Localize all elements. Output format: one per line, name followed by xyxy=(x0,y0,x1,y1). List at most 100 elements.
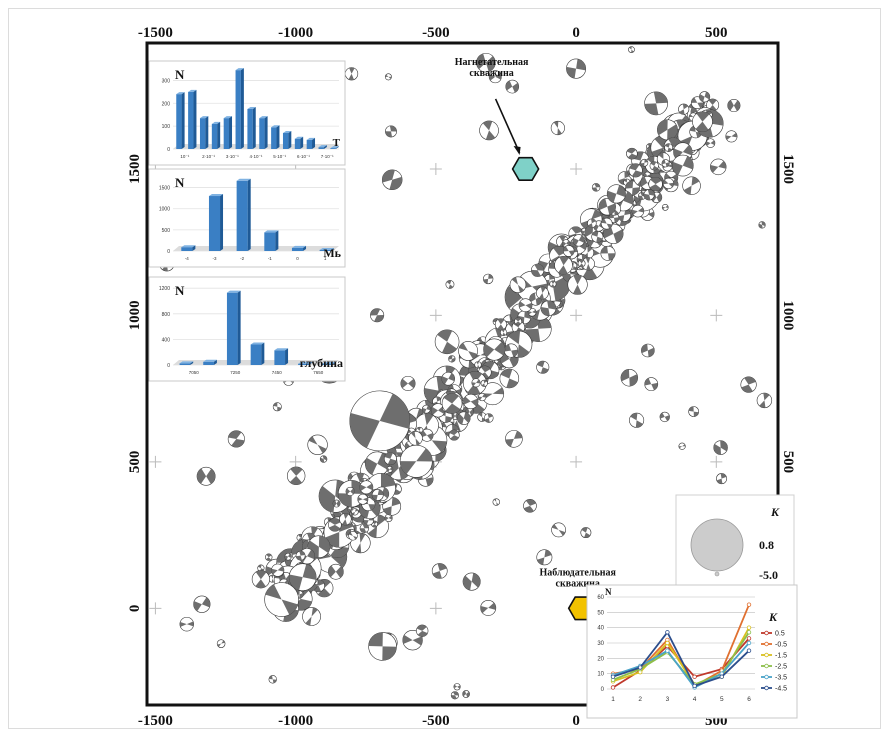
beachball-quadrant xyxy=(470,402,485,414)
event-beachball xyxy=(359,480,374,495)
histogram-bar-top xyxy=(259,116,268,119)
beachball-quadrant xyxy=(408,378,416,389)
event-beachball xyxy=(328,563,344,580)
event-beachball xyxy=(536,360,550,374)
histogram-bar xyxy=(291,247,304,251)
beachball-quadrant xyxy=(327,517,332,522)
beachball-quadrant xyxy=(448,373,455,382)
beachball-quadrant xyxy=(424,413,434,426)
beachball-quadrant xyxy=(559,235,566,242)
event-beachball xyxy=(445,280,455,289)
event-beachball xyxy=(421,404,431,414)
line-point xyxy=(746,602,752,607)
beachball-quadrant xyxy=(271,575,274,579)
beachball-quadrant xyxy=(277,406,282,411)
event-beachball xyxy=(705,138,716,148)
beachball-quadrant xyxy=(382,169,395,183)
event-beachball xyxy=(368,632,397,661)
beachball-quadrant xyxy=(537,557,545,565)
beachball-quadrant xyxy=(689,114,694,118)
beachball-quadrant xyxy=(422,407,427,413)
histogram-bar xyxy=(236,180,248,251)
beachball-quadrant xyxy=(483,343,495,358)
line-point xyxy=(665,640,670,646)
event-beachball xyxy=(572,234,585,247)
beachball-quadrant xyxy=(552,274,571,301)
event-beachball xyxy=(465,407,474,417)
beachball-quadrant xyxy=(288,553,292,559)
event-beachball xyxy=(577,259,586,268)
histogram-bar xyxy=(271,127,277,149)
beachball-quadrant xyxy=(744,376,756,385)
injection-well-arrow xyxy=(494,98,521,154)
beachball-quadrant xyxy=(505,80,513,91)
line-chart-y-tick-label: 30 xyxy=(597,641,604,647)
histogram-bar xyxy=(282,133,289,149)
beachball-quadrant xyxy=(197,468,207,484)
histogram-x-label: глубина xyxy=(300,356,343,370)
event-beachball xyxy=(402,629,423,651)
beachball-quadrant xyxy=(640,176,648,187)
event-beachball xyxy=(536,286,549,300)
event-beachball xyxy=(591,183,601,192)
histogram-bar-top xyxy=(298,361,312,364)
x-tick-label-top: -1500 xyxy=(138,25,173,41)
beachball-quadrant xyxy=(463,396,471,405)
beachball-quadrant xyxy=(598,198,608,210)
beachball-quadrant xyxy=(584,532,591,538)
event-beachball xyxy=(268,675,277,684)
event-beachball xyxy=(629,412,645,428)
beachball-quadrant xyxy=(600,246,608,254)
beachball-quadrant xyxy=(368,504,376,511)
beachball-quadrant xyxy=(637,207,644,213)
beachball-quadrant xyxy=(299,592,304,599)
beachball-quadrant xyxy=(481,383,485,387)
beachball-quadrant xyxy=(667,147,673,152)
x-tick-label-top: -1000 xyxy=(278,25,313,41)
event-beachball xyxy=(384,73,392,81)
beachball-quadrant xyxy=(400,461,417,475)
beachball-quadrant xyxy=(607,253,616,261)
beachball-quadrant xyxy=(667,163,673,168)
event-beachball xyxy=(644,377,659,392)
histogram-bar-top xyxy=(223,116,233,119)
beachball-quadrant xyxy=(591,209,602,220)
beachball-quadrant xyxy=(420,430,427,438)
line-point xyxy=(746,636,752,641)
size-legend-k: K 0.8 -5.0 xyxy=(675,494,795,588)
line-legend-title: K xyxy=(768,610,778,624)
beachball-quadrant xyxy=(480,605,489,614)
beachball-quadrant xyxy=(366,483,373,491)
beachball-quadrant xyxy=(476,379,481,384)
event-beachball xyxy=(448,429,460,441)
histogram-bar-side xyxy=(240,68,244,149)
event-beachball xyxy=(450,691,459,700)
histogram-bar xyxy=(223,118,230,149)
line-legend-marker xyxy=(764,674,769,680)
histogram-x-label: Mь xyxy=(323,246,341,260)
beachball-quadrant xyxy=(718,161,727,169)
beachball-quadrant xyxy=(384,452,393,459)
beachball-quadrant xyxy=(284,555,289,560)
event-beachball xyxy=(631,204,645,218)
beachball-quadrant xyxy=(389,176,403,190)
beachball-quadrant xyxy=(449,429,459,436)
beachball-quadrant xyxy=(540,367,549,374)
line-series xyxy=(612,642,750,689)
event-beachball xyxy=(457,411,471,425)
beachball-quadrant xyxy=(624,171,631,179)
beachball-quadrant xyxy=(551,280,555,284)
event-beachball xyxy=(441,393,463,414)
event-beachball xyxy=(483,413,494,423)
beachball-quadrant xyxy=(201,597,211,608)
beachball-quadrant xyxy=(497,324,505,330)
histogram-bar xyxy=(321,364,333,365)
histogram-y-tick-label: 800 xyxy=(162,312,171,318)
beachball-quadrant xyxy=(462,690,467,697)
beachball-quadrant xyxy=(367,526,378,538)
beachball-quadrant xyxy=(343,513,349,520)
beachball-quadrant xyxy=(629,374,638,387)
histogram-bar-top xyxy=(235,68,244,71)
beachball-quadrant xyxy=(586,263,591,271)
beachball-quadrant xyxy=(536,361,545,368)
